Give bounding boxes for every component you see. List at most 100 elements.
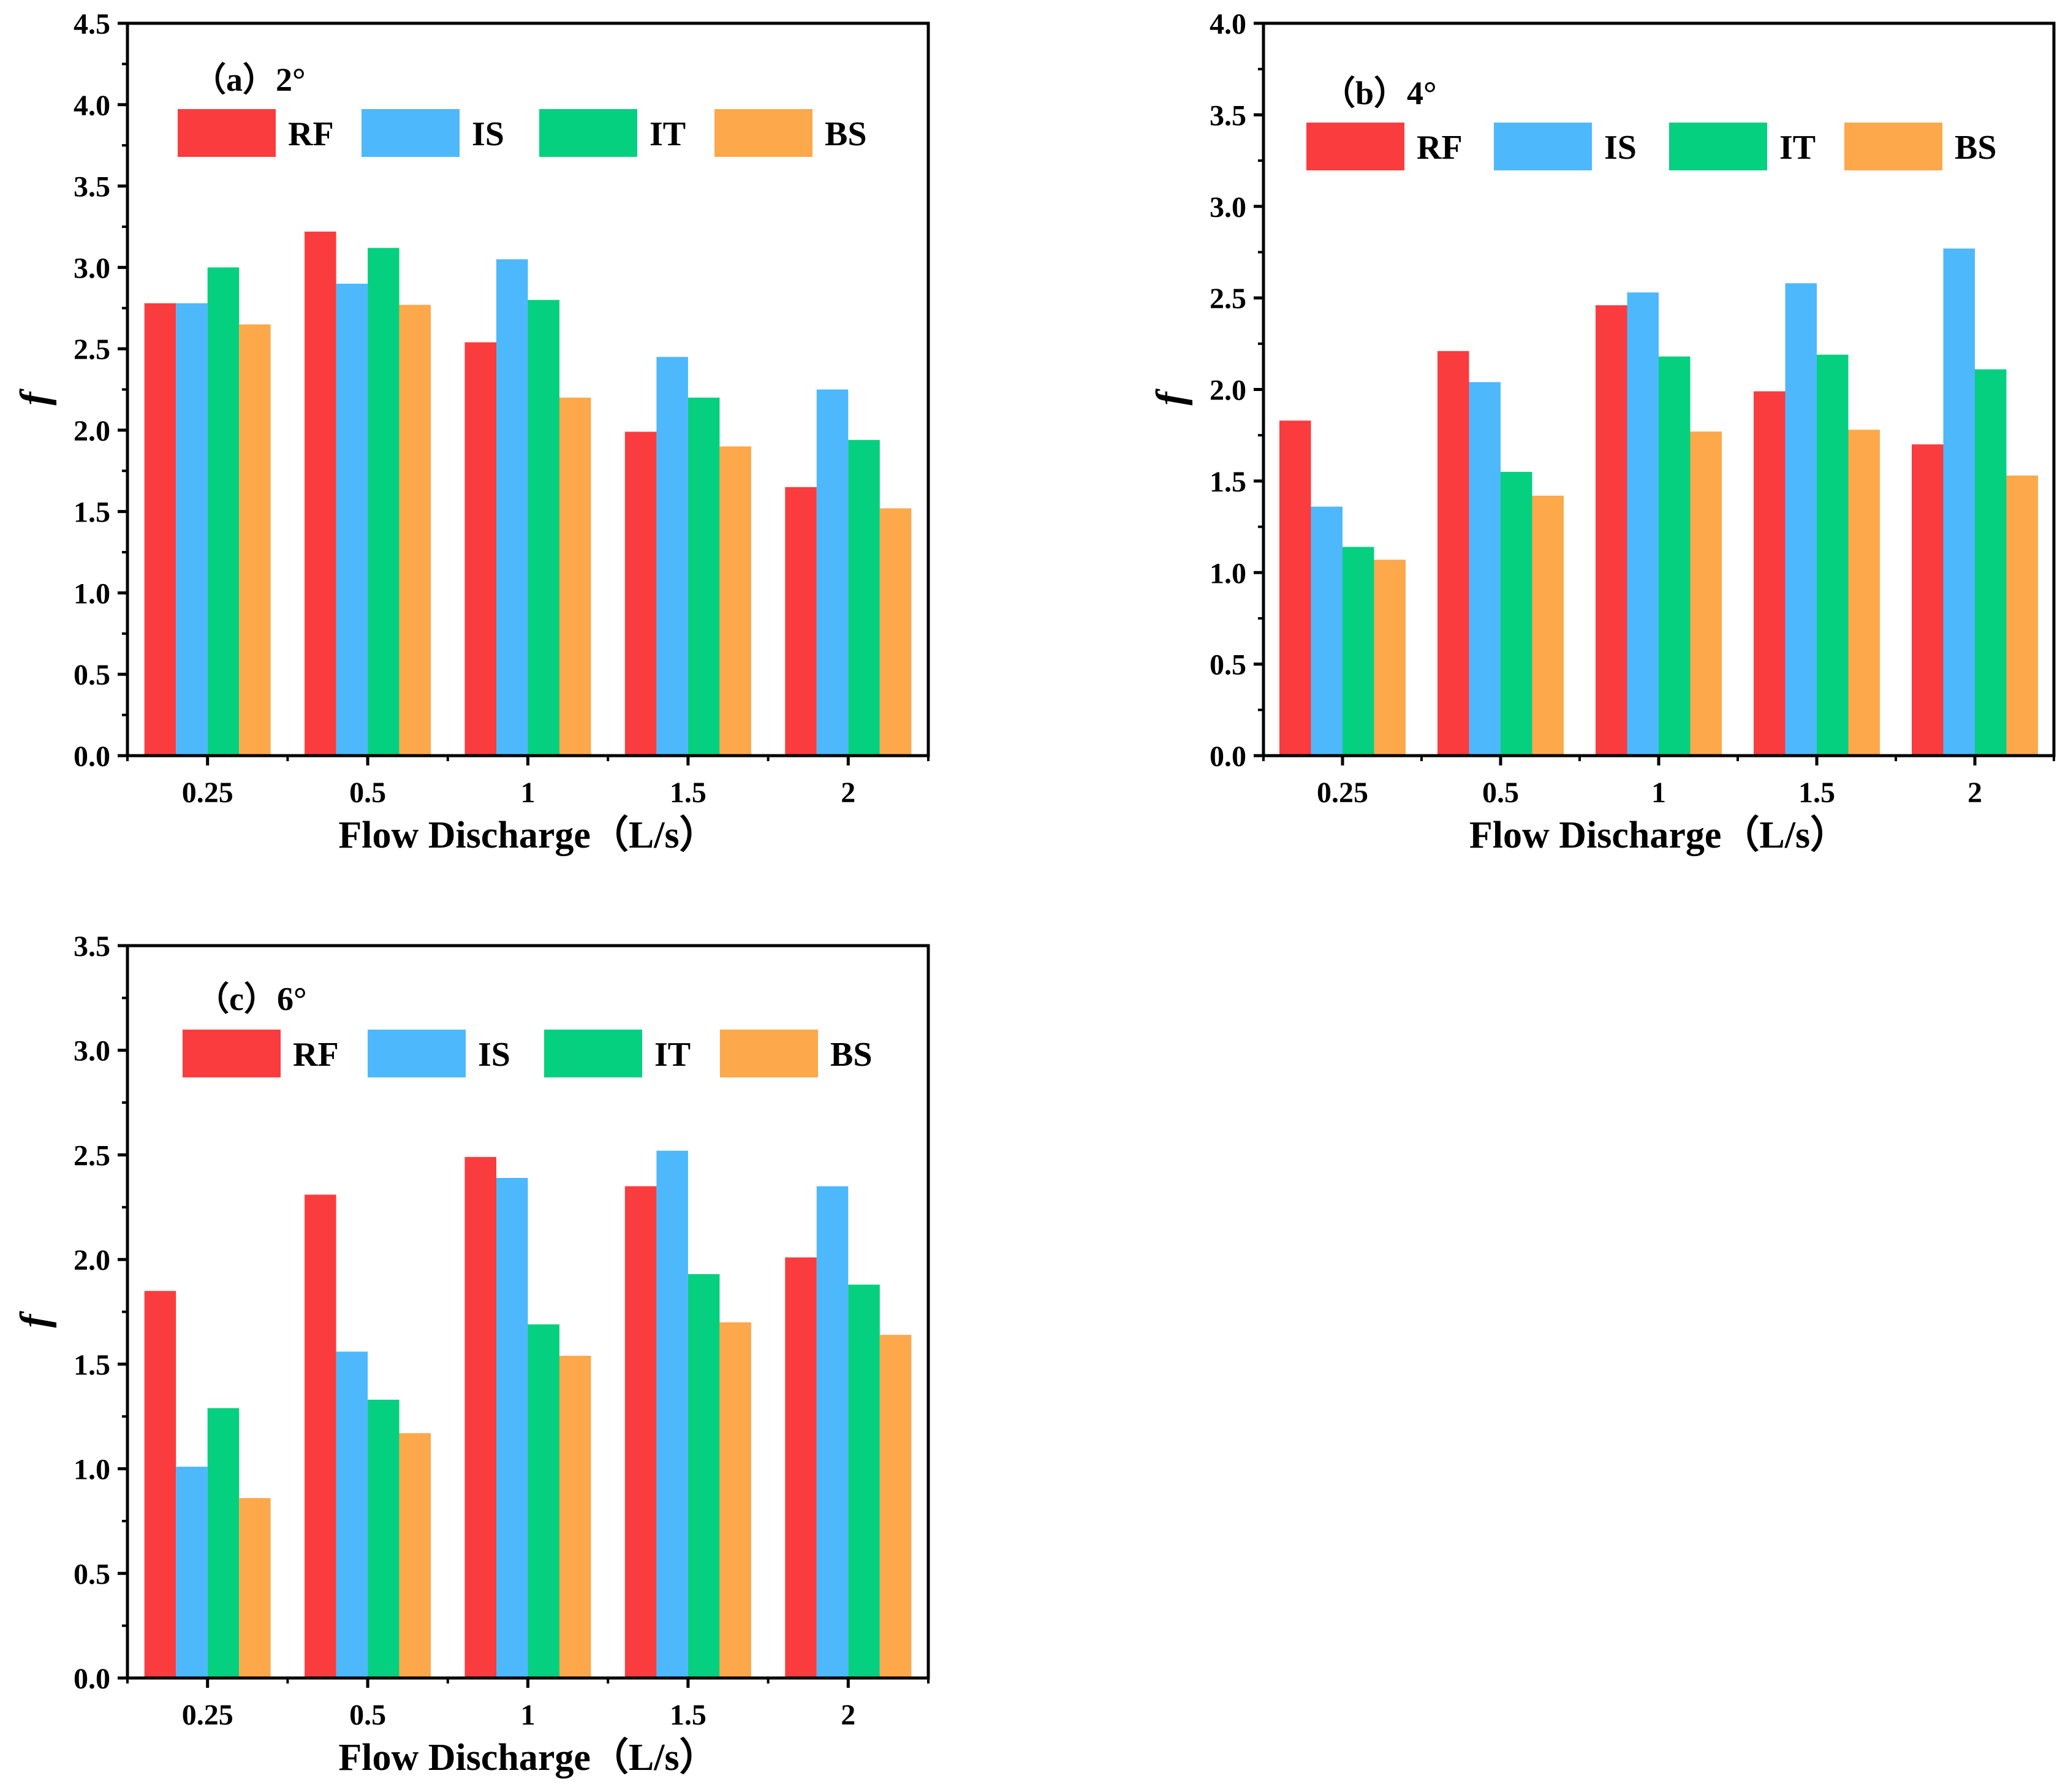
x-tick-label: 2 [841,776,855,809]
bar-rf-2 [1912,444,1944,756]
y-tick-label: 0.0 [74,1663,110,1695]
legend: RF IS IT BS [183,1030,873,1077]
bar-it-1.5 [687,1274,720,1678]
legend-swatch-it [1669,123,1767,170]
panel-title: （b）4° [1322,75,1437,112]
y-tick-label: 2.5 [1210,283,1246,315]
y-tick-label: 1.5 [74,496,110,529]
legend-swatch-is [1494,123,1592,170]
bars-group [144,1150,912,1678]
bar-is-0.25 [176,1467,208,1678]
y-tick-label: 3.5 [74,171,110,203]
y-ticks: 0.0 0.5 1.0 1.5 2.0 2.5 3.0 3.5 4.0 [1210,8,1263,773]
bar-it-2 [1975,369,2007,756]
y-tick-label: 1.5 [1210,466,1246,498]
bar-it-1.5 [1817,354,1849,756]
legend-label-it: IT [654,1036,691,1074]
x-ticks: 0.25 0.5 1 1.5 2 [126,1678,930,1731]
bar-it-0.5 [1501,471,1532,756]
x-tick-label: 0.25 [182,776,233,809]
y-tick-label: 2.0 [74,1244,110,1277]
x-axis-title: Flow Discharge（L/s） [1469,813,1848,856]
bar-it-1.5 [687,397,720,756]
legend-swatch-bs [714,109,812,157]
legend-label-it: IT [650,115,686,153]
legend-swatch-is [368,1030,466,1077]
bar-bs-2 [879,1335,912,1678]
y-ticks: 0.0 0.5 1.0 1.5 2.0 2.5 3.0 3.5 4.0 4.5 [74,8,127,773]
bar-rf-1 [464,342,496,756]
bar-bs-1 [1690,431,1722,756]
bar-is-2 [816,1186,849,1678]
bar-rf-0.5 [305,231,336,756]
bar-it-0.5 [368,248,400,756]
y-tick-label: 2.0 [1210,374,1246,407]
x-tick-label: 0.25 [1317,776,1368,809]
legend-label-bs: BS [825,115,867,153]
y-tick-label: 0.5 [1210,649,1246,681]
bar-is-2 [1943,248,1975,756]
legend-label-it: IT [1779,129,1816,167]
x-tick-label: 0.5 [1482,776,1519,809]
bars-group [1279,248,2038,756]
x-tick-label: 1 [521,776,536,809]
bar-rf-2 [785,487,817,756]
legend-label-is: IS [1604,129,1637,167]
bar-is-1 [496,259,528,756]
bar-it-2 [848,1285,880,1678]
bar-is-1.5 [656,1150,688,1678]
legend-swatch-bs [720,1030,818,1077]
x-ticks: 0.25 0.5 1 1.5 2 [126,756,930,809]
bar-is-1.5 [656,357,688,756]
legend-swatch-it [544,1030,642,1077]
y-tick-label: 0.0 [74,740,110,773]
bar-is-0.25 [176,303,208,756]
y-tick-label: 3.0 [74,1035,110,1068]
bar-rf-0.5 [1437,351,1469,756]
y-tick-label: 1.5 [74,1349,110,1381]
bar-rf-0.25 [144,303,176,756]
y-axis-title: f [1148,388,1193,405]
bar-is-0.5 [336,1351,368,1678]
bar-bs-2 [2006,475,2038,756]
y-ticks: 0.0 0.5 1.0 1.5 2.0 2.5 3.0 3.5 [74,930,127,1695]
legend-label-rf: RF [1417,129,1463,167]
x-tick-label: 2 [1968,776,1982,809]
bar-rf-1 [464,1156,496,1678]
legend-swatch-bs [1844,123,1942,170]
bar-bs-2 [879,508,912,756]
y-tick-label: 1.0 [74,577,110,610]
plot-frame [1262,21,2056,757]
y-tick-label: 0.5 [74,1558,110,1590]
bar-bs-0.25 [239,324,271,756]
legend-label-is: IS [478,1036,510,1074]
legend-swatch-it [539,109,637,157]
y-axis-title: f [12,388,57,405]
x-tick-label: 0.5 [349,776,386,809]
legend-swatch-is [362,109,460,157]
panel-title: （c）6° [196,981,307,1017]
y-tick-label: 3.0 [74,252,110,284]
y-tick-label: 2.5 [74,333,110,366]
bar-is-1 [1627,292,1659,756]
panel-b: 0.0 0.5 1.0 1.5 2.0 2.5 3.0 3.5 4.0 0.25 0.5 1 1.5 2… [1148,8,2056,856]
bar-rf-1.5 [624,1186,657,1678]
x-tick-label: 1 [1651,776,1666,809]
bar-bs-0.5 [399,1433,431,1678]
x-tick-label: 2 [841,1699,855,1731]
bar-rf-1.5 [624,431,657,756]
bar-it-0.25 [1343,547,1374,756]
y-tick-label: 3.5 [74,930,110,963]
bar-bs-0.5 [1532,495,1564,756]
legend-swatch-rf [178,109,276,157]
bar-rf-1 [1596,305,1627,756]
bar-rf-0.25 [1279,420,1311,756]
legend-label-rf: RF [288,115,334,153]
x-tick-label: 1.5 [670,776,706,809]
panel-a: 0.0 0.5 1.0 1.5 2.0 2.5 3.0 3.5 4.0 4.5 0.25 0.5 1 1… [12,8,930,856]
x-tick-label: 0.25 [182,1699,233,1731]
legend-label-rf: RF [293,1036,339,1074]
bar-is-0.5 [336,283,368,756]
y-tick-label: 0.5 [74,659,110,691]
